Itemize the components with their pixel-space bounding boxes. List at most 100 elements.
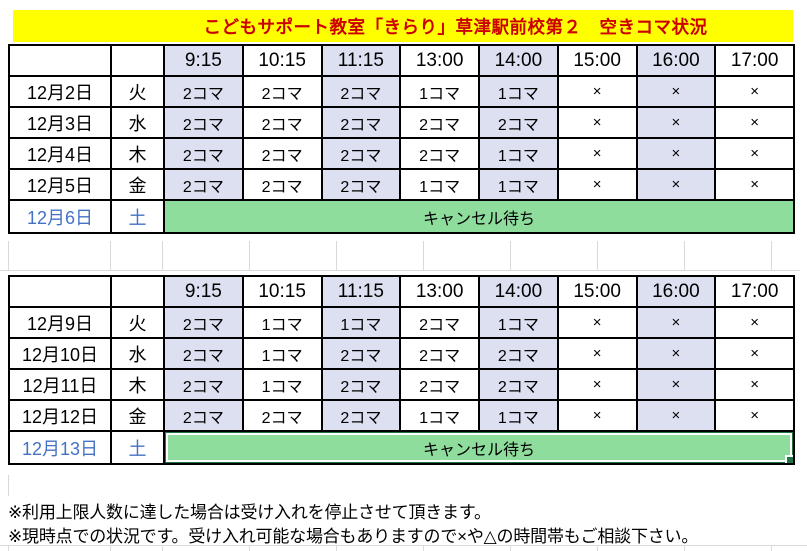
date-cell[interactable]: 12月9日 [8,306,112,339]
date-cell[interactable]: 12月5日 [8,168,112,201]
slot-cell[interactable]: × [635,106,717,139]
slot-cell[interactable]: 1コマ [399,399,480,432]
time-header-cell[interactable]: 16:00 [635,44,717,77]
slot-cell[interactable]: 1コマ [478,399,559,432]
slot-cell[interactable]: 1コマ [399,168,480,201]
time-header-cell[interactable]: 9:15 [163,44,244,77]
slot-cell[interactable]: × [635,306,717,339]
slot-cell[interactable]: 1コマ [241,306,323,339]
slot-cell[interactable]: 2コマ [163,399,244,432]
slot-cell[interactable]: 2コマ [399,368,480,401]
slot-cell[interactable]: × [635,368,717,401]
slot-cell[interactable]: 2コマ [478,368,559,401]
slot-cell[interactable]: × [556,306,638,339]
slot-cell[interactable]: 2コマ [241,106,323,139]
slot-cell[interactable]: × [714,75,795,108]
time-header-cell[interactable]: 10:15 [241,275,323,308]
slot-cell[interactable]: 1コマ [241,337,323,370]
slot-cell[interactable]: × [635,399,717,432]
slot-cell[interactable]: × [714,306,795,339]
date-cell[interactable]: 12月13日 [8,430,112,465]
slot-cell[interactable]: 2コマ [320,368,402,401]
time-header-cell[interactable]: 11:15 [320,44,402,77]
time-header-cell[interactable]: 13:00 [399,275,480,308]
slot-cell[interactable]: × [635,75,717,108]
slot-cell[interactable]: 2コマ [241,168,323,201]
slot-cell[interactable]: 2コマ [399,337,480,370]
time-header-cell[interactable]: 14:00 [478,44,559,77]
slot-cell[interactable]: 2コマ [399,106,480,139]
slot-cell[interactable]: × [635,168,717,201]
slot-cell[interactable]: × [714,106,795,139]
day-cell[interactable]: 金 [110,168,165,201]
slot-cell[interactable]: 2コマ [478,337,559,370]
slot-cell[interactable]: 2コマ [163,75,244,108]
time-header-cell[interactable]: 15:00 [556,275,638,308]
slot-cell[interactable]: × [714,168,795,201]
slot-cell[interactable]: × [714,137,795,170]
slot-cell[interactable]: 2コマ [320,168,402,201]
slot-cell[interactable]: 2コマ [163,368,244,401]
slot-cell[interactable]: 2コマ [163,106,244,139]
slot-cell[interactable]: 1コマ [478,137,559,170]
day-cell[interactable]: 木 [110,368,165,401]
time-header-cell[interactable]: 17:00 [714,275,795,308]
day-cell[interactable]: 水 [110,106,165,139]
corner-date-cell[interactable] [8,275,112,308]
slot-cell[interactable]: 1コマ [478,75,559,108]
date-cell[interactable]: 12月4日 [8,137,112,170]
slot-cell[interactable]: × [714,337,795,370]
date-cell[interactable]: 12月3日 [8,106,112,139]
day-cell[interactable]: 土 [110,430,165,465]
day-cell[interactable]: 火 [110,75,165,108]
slot-cell[interactable]: × [556,368,638,401]
time-header-cell[interactable]: 10:15 [241,44,323,77]
slot-cell[interactable]: 2コマ [163,306,244,339]
fill-handle[interactable] [785,455,792,462]
slot-cell[interactable]: 2コマ [320,337,402,370]
day-cell[interactable]: 木 [110,137,165,170]
time-header-cell[interactable]: 9:15 [163,275,244,308]
slot-cell[interactable]: 2コマ [163,337,244,370]
slot-cell[interactable]: × [714,368,795,401]
time-header-cell[interactable]: 11:15 [320,275,402,308]
slot-cell[interactable]: 1コマ [478,306,559,339]
slot-cell[interactable]: 2コマ [320,106,402,139]
slot-cell[interactable]: 2コマ [163,168,244,201]
date-cell[interactable]: 12月11日 [8,368,112,401]
slot-cell[interactable]: × [556,399,638,432]
slot-cell[interactable]: 2コマ [320,137,402,170]
slot-cell[interactable]: 2コマ [399,137,480,170]
time-header-cell[interactable]: 16:00 [635,275,717,308]
slot-cell[interactable]: 2コマ [241,75,323,108]
slot-cell[interactable]: × [556,337,638,370]
slot-cell[interactable]: 2コマ [399,306,480,339]
day-cell[interactable]: 金 [110,399,165,432]
date-cell[interactable]: 12月10日 [8,337,112,370]
time-header-cell[interactable]: 17:00 [714,44,795,77]
slot-cell[interactable]: 1コマ [478,168,559,201]
time-header-cell[interactable]: 15:00 [556,44,638,77]
slot-cell[interactable]: × [556,75,638,108]
slot-cell[interactable]: 1コマ [241,368,323,401]
date-cell[interactable]: 12月2日 [8,75,112,108]
cancel-wait-cell[interactable]: キャンセル待ち [163,199,795,234]
slot-cell[interactable]: 1コマ [320,306,402,339]
slot-cell[interactable]: 2コマ [320,75,402,108]
slot-cell[interactable]: 1コマ [399,75,480,108]
day-cell[interactable]: 水 [110,337,165,370]
corner-date-cell[interactable] [8,44,112,77]
day-cell[interactable]: 土 [110,199,165,234]
corner-day-cell[interactable] [110,44,165,77]
day-cell[interactable]: 火 [110,306,165,339]
slot-cell[interactable]: × [556,106,638,139]
slot-cell[interactable]: × [714,399,795,432]
slot-cell[interactable]: × [556,137,638,170]
corner-day-cell[interactable] [110,275,165,308]
time-header-cell[interactable]: 13:00 [399,44,480,77]
slot-cell[interactable]: 2コマ [320,399,402,432]
time-header-cell[interactable]: 14:00 [478,275,559,308]
slot-cell[interactable]: × [635,137,717,170]
slot-cell[interactable]: × [635,337,717,370]
date-cell[interactable]: 12月6日 [8,199,112,234]
